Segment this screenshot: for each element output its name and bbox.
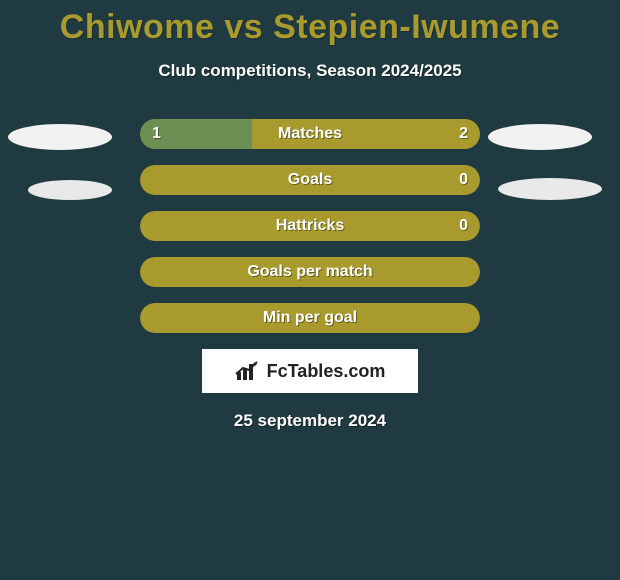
stat-row: Goals0 — [140, 165, 480, 195]
page-title: Chiwome vs Stepien-Iwumene — [0, 0, 620, 47]
avatar-ellipse — [8, 124, 112, 150]
bar-chart-icon — [235, 360, 261, 382]
stat-label: Hattricks — [140, 211, 480, 241]
stat-value-right: 0 — [459, 211, 468, 241]
stat-value-left: 1 — [152, 119, 161, 149]
stat-value-right: 2 — [459, 119, 468, 149]
logo-box: FcTables.com — [202, 349, 418, 393]
avatar-ellipse — [488, 124, 592, 150]
stat-row: Goals per match — [140, 257, 480, 287]
subtitle: Club competitions, Season 2024/2025 — [0, 61, 620, 81]
stat-label: Matches — [140, 119, 480, 149]
chart-area: Matches12Goals0Hattricks0Goals per match… — [0, 119, 620, 431]
stat-label: Goals — [140, 165, 480, 195]
date-line: 25 september 2024 — [0, 411, 620, 431]
logo: FcTables.com — [235, 360, 386, 382]
stat-rows: Matches12Goals0Hattricks0Goals per match… — [0, 119, 620, 333]
stat-row: Hattricks0 — [140, 211, 480, 241]
comparison-infographic: Chiwome vs Stepien-Iwumene Club competit… — [0, 0, 620, 580]
avatar-ellipse — [28, 180, 112, 200]
logo-text: FcTables.com — [267, 361, 386, 382]
stat-label: Goals per match — [140, 257, 480, 287]
stat-label: Min per goal — [140, 303, 480, 333]
avatar-ellipse — [498, 178, 602, 200]
stat-value-right: 0 — [459, 165, 468, 195]
stat-row: Min per goal — [140, 303, 480, 333]
stat-row: Matches1 2 — [140, 119, 480, 149]
